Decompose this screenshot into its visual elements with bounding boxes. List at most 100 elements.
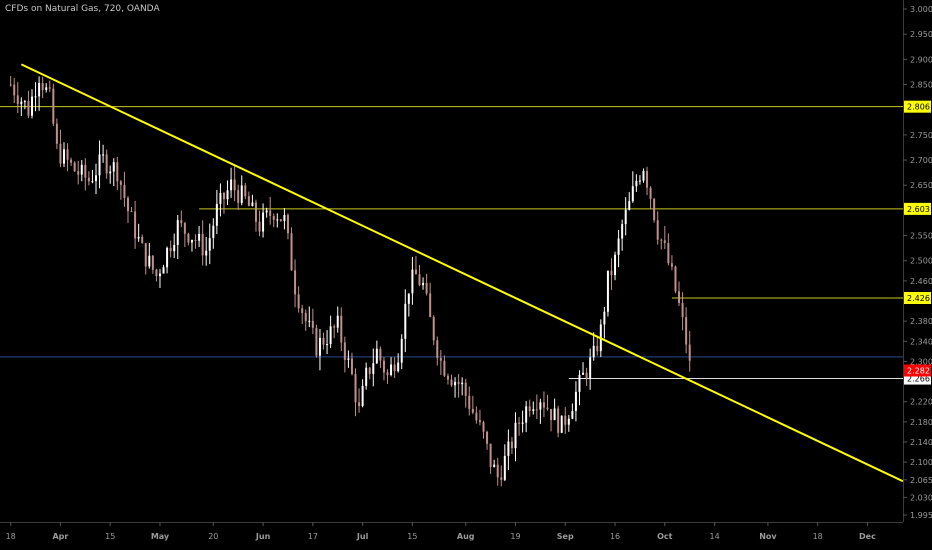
- candles: [9, 76, 691, 487]
- candle-body: [155, 269, 158, 277]
- candle-body: [443, 360, 446, 376]
- candle: [38, 76, 41, 111]
- candle: [194, 234, 197, 249]
- candle: [582, 362, 585, 375]
- price-tick-label: 2.550: [910, 232, 932, 241]
- time-tick-label: 19: [510, 532, 520, 541]
- candle-body: [560, 415, 563, 433]
- candle: [98, 140, 101, 189]
- candle-body: [219, 192, 222, 204]
- candle-body: [464, 382, 467, 396]
- candle-body: [297, 294, 300, 309]
- level-price-badge: 2.603: [907, 205, 930, 214]
- candle-body: [550, 409, 553, 421]
- candle: [503, 444, 506, 482]
- candle-body: [194, 240, 197, 242]
- candle: [297, 286, 300, 313]
- candle: [173, 233, 176, 258]
- price-tick-label: 2.180: [910, 418, 932, 427]
- candle-body: [603, 311, 606, 325]
- candle-body: [429, 293, 432, 318]
- candle-body: [70, 159, 73, 163]
- price-axis: 3.000 2.950 2.900 2.850 2.750 2.700 2.650 2.550…: [903, 0, 932, 550]
- downtrend-line[interactable]: [20, 63, 904, 483]
- candle: [521, 410, 524, 433]
- time-tick-label: 14: [709, 532, 719, 541]
- candle-body: [503, 455, 506, 480]
- candle: [87, 171, 90, 186]
- candle-body: [222, 192, 225, 200]
- candle-body: [507, 441, 510, 456]
- candle-body: [311, 320, 314, 328]
- current-price-badge: 2.282: [907, 367, 930, 376]
- candle: [137, 223, 140, 242]
- candle-body: [233, 179, 236, 191]
- candle: [176, 214, 179, 260]
- candle: [564, 407, 567, 434]
- candle: [119, 179, 122, 200]
- candle-body: [578, 374, 581, 392]
- candle: [539, 398, 542, 424]
- candle: [318, 329, 321, 371]
- candle-body: [596, 345, 599, 352]
- candle-body: [294, 270, 297, 295]
- candle: [105, 149, 108, 179]
- time-tick-label: Sep: [557, 532, 574, 541]
- candle-body: [496, 464, 499, 478]
- candle-body: [685, 317, 688, 345]
- candle: [365, 362, 368, 390]
- candle-body: [564, 415, 567, 425]
- candle: [574, 381, 577, 422]
- candle-body: [148, 255, 151, 267]
- candle: [685, 307, 688, 354]
- candle: [258, 210, 261, 237]
- candle-body: [183, 223, 186, 234]
- candle-body: [205, 250, 208, 256]
- level-price-badge-bg: [904, 100, 931, 113]
- candle-body: [166, 247, 169, 268]
- candle-body: [571, 410, 574, 419]
- candle: [16, 82, 19, 114]
- candle-body: [55, 123, 58, 144]
- price-tick-label: 2.750: [910, 131, 932, 140]
- price-tick-label: 2.100: [910, 458, 932, 467]
- candle: [457, 374, 460, 398]
- candle-body: [13, 84, 16, 96]
- candle: [240, 175, 243, 206]
- candle: [571, 403, 574, 420]
- candle-body: [226, 190, 229, 200]
- candle: [62, 142, 65, 168]
- candle-body: [347, 358, 350, 360]
- candle: [635, 174, 638, 192]
- candle: [631, 171, 634, 203]
- candle-body: [489, 443, 492, 468]
- candle: [130, 207, 133, 213]
- candle-body: [390, 364, 393, 375]
- candle: [482, 420, 485, 439]
- candle: [215, 190, 218, 234]
- candle-body: [500, 477, 503, 480]
- candle: [201, 220, 204, 266]
- candle: [578, 370, 581, 406]
- candle: [183, 221, 186, 248]
- candle: [286, 213, 289, 240]
- candle-body: [432, 317, 435, 341]
- candle: [23, 99, 26, 110]
- candle: [91, 169, 94, 184]
- candle-body: [23, 101, 26, 103]
- candle: [326, 330, 329, 355]
- candle: [41, 76, 44, 99]
- candle: [187, 232, 190, 246]
- candle-body: [190, 240, 193, 243]
- candle: [9, 76, 12, 87]
- candle-body: [158, 273, 161, 277]
- candle: [343, 336, 346, 373]
- candle-body: [265, 210, 268, 213]
- candle: [116, 156, 119, 191]
- time-tick-label: 18: [6, 532, 16, 541]
- candle: [55, 118, 58, 150]
- candle: [254, 199, 257, 232]
- candle: [169, 240, 172, 258]
- price-tick-label: 2.850: [910, 81, 932, 90]
